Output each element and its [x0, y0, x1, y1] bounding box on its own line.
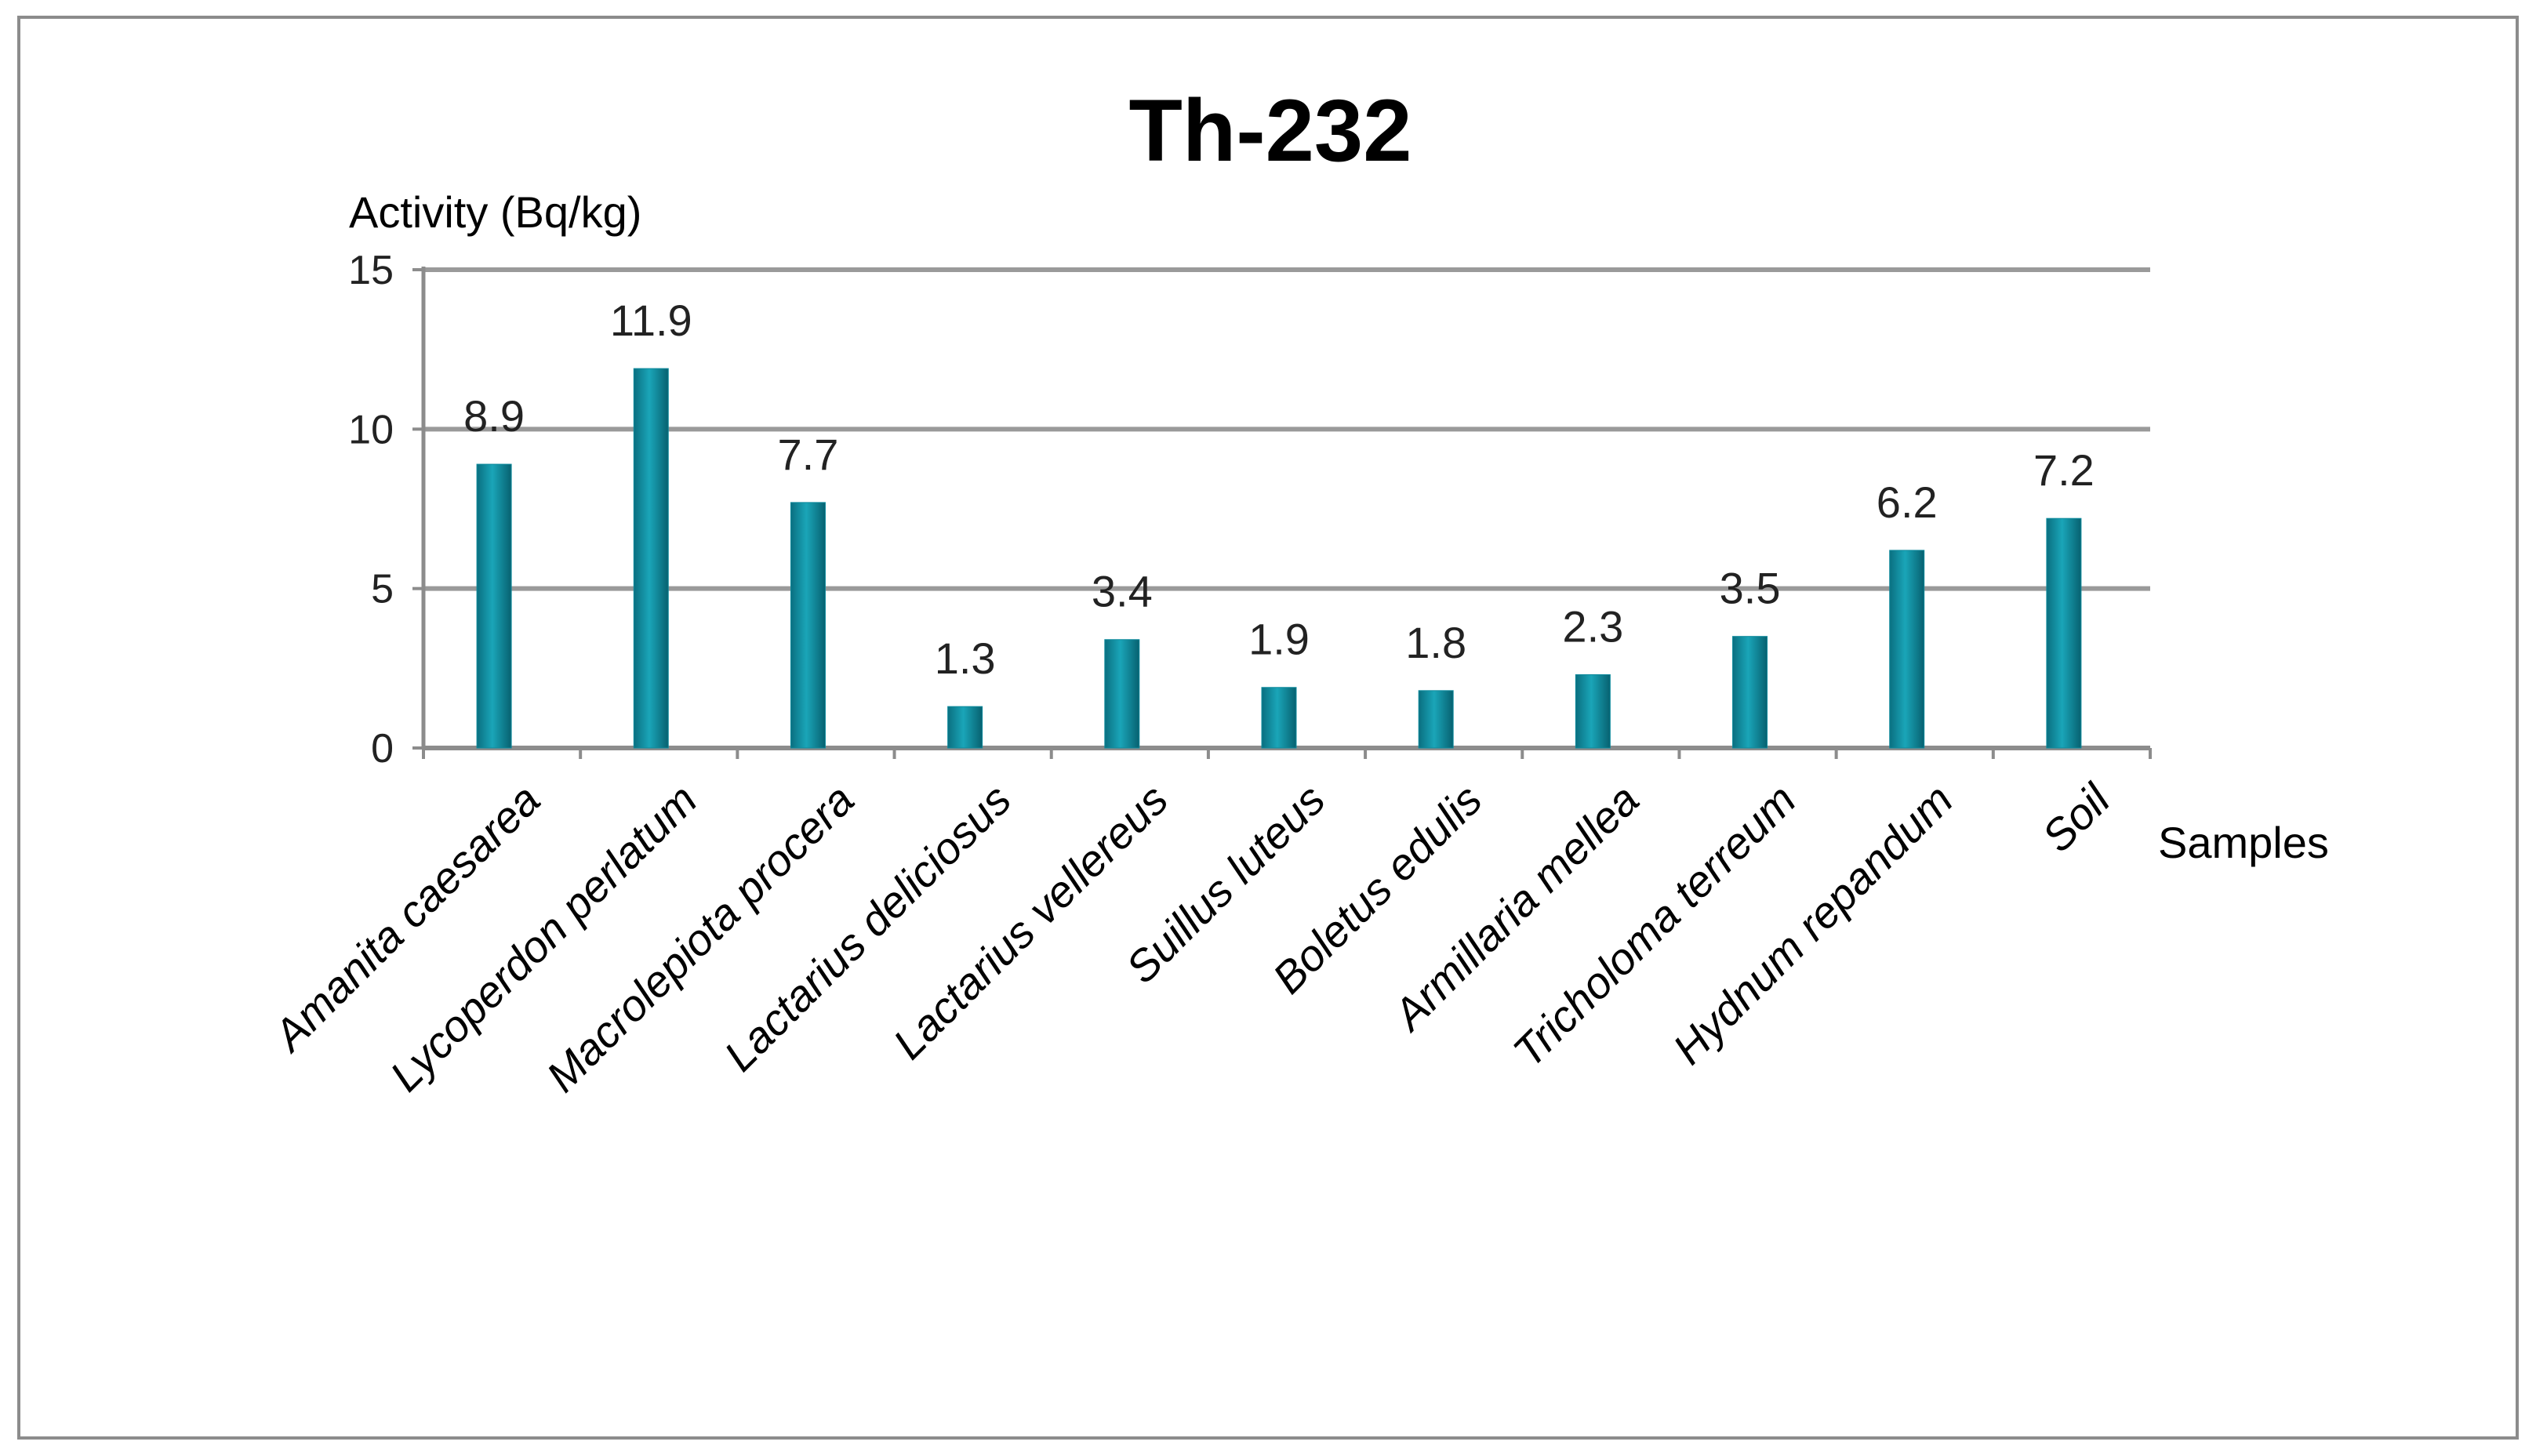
- bar: [1732, 636, 1768, 749]
- data-label: 8.9: [463, 391, 525, 441]
- x-axis-label: Samples: [2158, 818, 2329, 867]
- category-label: Lactarius deliciosus: [714, 775, 1020, 1080]
- y-tick-label: 10: [348, 407, 394, 452]
- category-label: Tricholoma terreum: [1503, 775, 1805, 1077]
- data-label: 1.9: [1248, 615, 1310, 664]
- data-label: 3.5: [1720, 564, 1781, 613]
- data-label: 6.2: [1877, 477, 1938, 527]
- data-label: 11.9: [610, 296, 692, 345]
- bar: [2046, 517, 2082, 749]
- data-label: 7.7: [778, 430, 839, 479]
- bar: [947, 706, 983, 749]
- data-label: 7.2: [2033, 445, 2095, 495]
- data-label: 1.8: [1405, 618, 1466, 667]
- category-label: Amanita caesarea: [263, 775, 550, 1062]
- data-label: 1.3: [935, 634, 996, 683]
- chart-title: Th-232: [1129, 82, 1412, 180]
- bar: [1261, 687, 1297, 749]
- bar: [790, 502, 826, 749]
- y-tick-label: 0: [371, 726, 394, 772]
- y-axis-label: Activity (Bq/kg): [349, 187, 641, 237]
- category-label: Macrolepiota procera: [536, 775, 863, 1102]
- category-label: Lycoperdon perlatum: [380, 775, 707, 1101]
- bar: [1889, 550, 1925, 749]
- bar: [476, 463, 512, 749]
- data-label: 3.4: [1092, 567, 1153, 616]
- category-label: Lactarius vellereus: [884, 775, 1178, 1069]
- bar: [633, 368, 669, 749]
- bars: [476, 368, 2082, 749]
- data-label: 2.3: [1562, 601, 1623, 651]
- labels: 0 5 10 15 8.9 Amanita caesarea 11.9 Lycoperdon …: [263, 248, 2120, 1101]
- category-label: Soil: [2033, 774, 2120, 862]
- y-tick-label: 15: [348, 248, 394, 293]
- category-label: Hydnum repandum: [1663, 775, 1962, 1073]
- bar: [1104, 639, 1140, 749]
- y-tick-label: 5: [371, 567, 394, 612]
- bar: [1575, 674, 1611, 749]
- bar: [1418, 690, 1454, 749]
- grid-lines: [423, 267, 2150, 591]
